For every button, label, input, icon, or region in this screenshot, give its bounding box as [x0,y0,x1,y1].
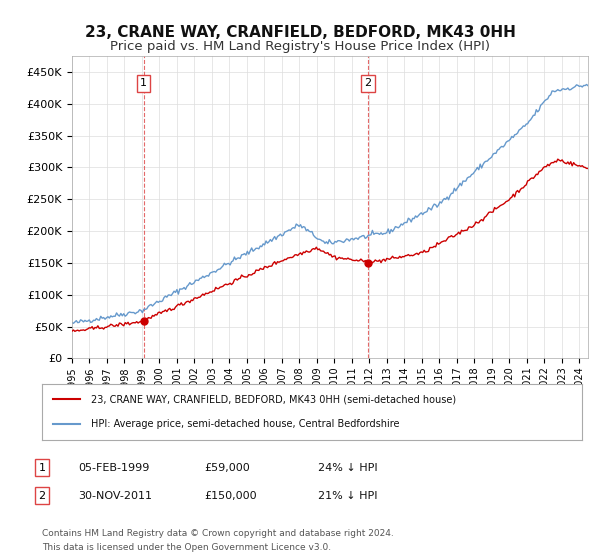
Text: £150,000: £150,000 [204,491,257,501]
Text: 1: 1 [38,463,46,473]
Text: Price paid vs. HM Land Registry's House Price Index (HPI): Price paid vs. HM Land Registry's House … [110,40,490,53]
Text: 23, CRANE WAY, CRANFIELD, BEDFORD, MK43 0HH (semi-detached house): 23, CRANE WAY, CRANFIELD, BEDFORD, MK43 … [91,394,456,404]
Text: 2: 2 [364,78,371,88]
Text: Contains HM Land Registry data © Crown copyright and database right 2024.: Contains HM Land Registry data © Crown c… [42,529,394,538]
Text: This data is licensed under the Open Government Licence v3.0.: This data is licensed under the Open Gov… [42,543,331,552]
Text: 1: 1 [140,78,147,88]
Text: 23, CRANE WAY, CRANFIELD, BEDFORD, MK43 0HH: 23, CRANE WAY, CRANFIELD, BEDFORD, MK43 … [85,25,515,40]
Text: 30-NOV-2011: 30-NOV-2011 [78,491,152,501]
Text: 2: 2 [38,491,46,501]
Text: £59,000: £59,000 [204,463,250,473]
Text: 24% ↓ HPI: 24% ↓ HPI [318,463,377,473]
Text: 21% ↓ HPI: 21% ↓ HPI [318,491,377,501]
Text: 05-FEB-1999: 05-FEB-1999 [78,463,149,473]
Text: HPI: Average price, semi-detached house, Central Bedfordshire: HPI: Average price, semi-detached house,… [91,419,399,429]
